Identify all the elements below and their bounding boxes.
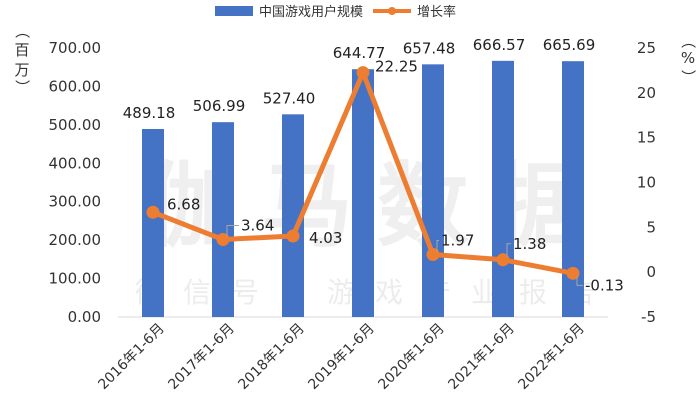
category-labels: 2016年1-6月2017年1-6月2018年1-6月2019年1-6月2020… — [95, 321, 587, 393]
line-point — [216, 233, 230, 247]
right-unit-char: % — [681, 49, 695, 67]
right-unit-char: （ — [679, 33, 697, 48]
category-label: 2021年1-6月 — [445, 321, 517, 393]
growth-value-label: -0.13 — [585, 276, 624, 294]
bar — [562, 61, 584, 317]
bar-value-label: 666.57 — [473, 36, 526, 54]
bar-value-label: 644.77 — [333, 44, 386, 62]
bar — [142, 129, 164, 317]
category-label: 2019年1-6月 — [305, 321, 377, 393]
bar-value-label: 665.69 — [543, 36, 596, 54]
left-unit-char: 百 — [14, 41, 29, 59]
category-label: 2022年1-6月 — [515, 321, 587, 393]
left-tick-label: 400.00 — [49, 154, 102, 172]
category-label: 2020年1-6月 — [375, 321, 447, 393]
line-point — [146, 205, 160, 219]
line-series — [146, 66, 580, 280]
left-tick-label: 100.00 — [49, 270, 102, 288]
legend-label-line: 增长率 — [417, 4, 456, 20]
bar — [422, 64, 444, 317]
left-unit-char: 万 — [14, 61, 29, 79]
bar-value-label: 657.48 — [403, 39, 456, 57]
right-tick-label: -5 — [641, 308, 656, 326]
line-point — [426, 248, 440, 262]
left-axis: 700.00 600.00 500.00 400.00 300.00 200.00 100.… — [49, 39, 102, 326]
label-leader-line — [226, 225, 239, 237]
right-tick-label: 20 — [637, 84, 656, 102]
category-label: 2018年1-6月 — [235, 321, 307, 393]
label-leader-line — [576, 276, 583, 286]
right-tick-label: 15 — [637, 129, 656, 147]
right-tick-label: 0 — [646, 263, 656, 281]
right-unit-char: ） — [679, 69, 697, 84]
line-point — [566, 266, 580, 280]
legend-swatch-marker — [388, 7, 396, 15]
line-point — [356, 66, 370, 80]
category-label: 2017年1-6月 — [165, 321, 237, 393]
growth-value-label: 1.38 — [513, 235, 546, 253]
left-tick-label: 500.00 — [49, 116, 102, 134]
label-leader-line — [506, 243, 511, 257]
bar — [352, 69, 374, 318]
left-unit-char: （ — [13, 23, 31, 38]
category-label: 2016年1-6月 — [95, 321, 167, 393]
left-tick-label: 700.00 — [49, 39, 102, 57]
growth-value-label: 1.97 — [441, 232, 474, 250]
left-tick-label: 300.00 — [49, 193, 102, 211]
right-axis: 25 20 15 10 5 0 -5 — [637, 39, 656, 326]
growth-value-label: 22.25 — [375, 58, 418, 76]
right-tick-label: 10 — [637, 174, 656, 192]
label-leader-line — [436, 240, 439, 252]
growth-value-label: 4.03 — [309, 229, 342, 247]
left-tick-label: 600.00 — [49, 77, 102, 95]
bar-series — [142, 60, 584, 318]
bar — [212, 122, 234, 317]
right-tick-label: 5 — [646, 218, 656, 236]
left-tick-label: 200.00 — [49, 231, 102, 249]
point-labels: 6.68 3.64 4.03 22.25 1.97 1.38 -0.13 — [167, 58, 624, 295]
line-point — [496, 253, 510, 267]
bar-value-label: 527.40 — [263, 89, 316, 107]
bar-labels: 489.18 506.99 527.40 644.77 657.48 666.57 665.… — [123, 36, 596, 122]
bar-value-label: 506.99 — [193, 97, 246, 115]
bar — [282, 114, 304, 317]
growth-value-label: 3.64 — [241, 217, 274, 235]
left-axis-unit: （ 百 万 ） — [13, 23, 31, 94]
legend: 中国游戏用户规模 增长率 — [215, 4, 456, 20]
legend-label-bar: 中国游戏用户规模 — [259, 4, 363, 20]
legend-swatch-bar — [215, 6, 253, 16]
left-unit-char: ） — [13, 79, 31, 94]
bar-value-label: 489.18 — [123, 104, 176, 122]
bar — [492, 60, 514, 317]
line-point — [286, 229, 300, 243]
right-tick-label: 25 — [637, 39, 656, 57]
right-axis-unit: （ % ） — [679, 33, 697, 84]
growth-value-label: 6.68 — [167, 195, 200, 213]
left-tick-label: 0.00 — [68, 308, 101, 326]
